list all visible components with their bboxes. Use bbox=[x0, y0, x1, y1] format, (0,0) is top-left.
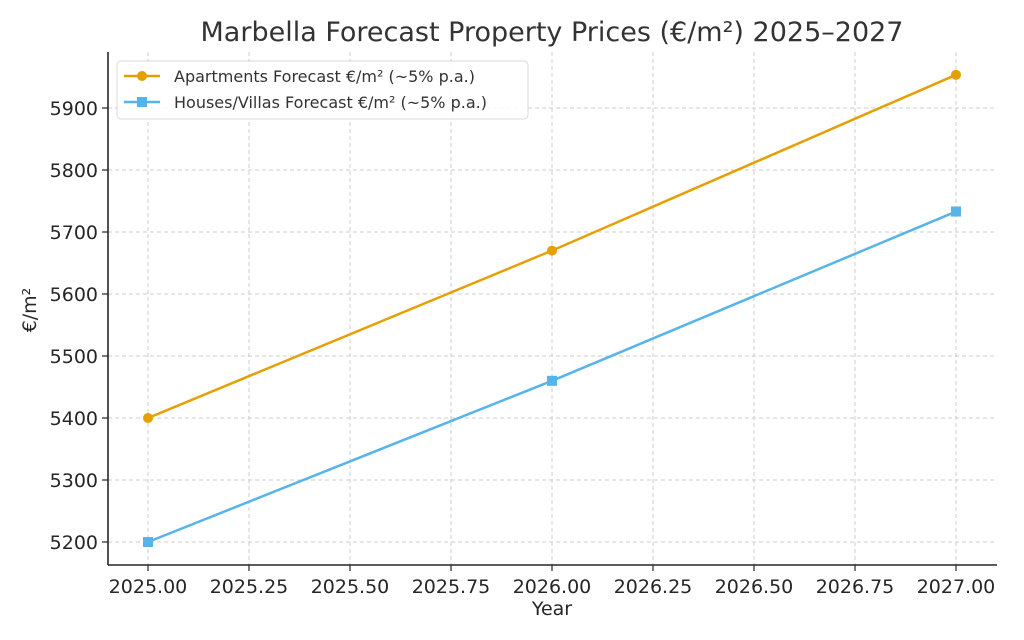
x-tick-label: 2026.25 bbox=[614, 576, 693, 598]
legend-box bbox=[116, 60, 529, 120]
x-tick-label: 2026.75 bbox=[816, 576, 895, 598]
data-point bbox=[143, 413, 153, 423]
chart-title: Marbella Forecast Property Prices (€/m²)… bbox=[201, 17, 904, 48]
axes bbox=[102, 52, 997, 571]
legend-item: Houses/Villas Forecast €/m² (~5% p.a.) bbox=[124, 93, 487, 112]
y-tick-label: 5300 bbox=[50, 470, 98, 492]
x-axis-label: Year bbox=[531, 598, 572, 620]
x-tick-label: 2026.50 bbox=[715, 576, 794, 598]
x-tick-label: 2026.00 bbox=[513, 576, 592, 598]
data-point bbox=[547, 245, 557, 256]
legend-label: Houses/Villas Forecast €/m² (~5% p.a.) bbox=[174, 93, 487, 112]
data-point bbox=[951, 206, 961, 217]
tick-labels: 2025.00 2025.25 2025.50 2025.75 2026.00 2026.… bbox=[50, 98, 996, 598]
y-tick-label: 5600 bbox=[50, 284, 98, 306]
x-tick-label: 2025.50 bbox=[311, 576, 390, 598]
data-point bbox=[143, 537, 153, 547]
y-tick-label: 5800 bbox=[50, 160, 98, 182]
y-tick-label: 5200 bbox=[50, 532, 98, 554]
gridlines bbox=[108, 52, 997, 565]
legend-item: Apartments Forecast €/m² (~5% p.a.) bbox=[124, 67, 475, 86]
y-axis-label: €/m² bbox=[19, 288, 41, 333]
y-tick-label: 5400 bbox=[50, 408, 98, 430]
x-tick-label: 2027.00 bbox=[917, 576, 996, 598]
x-tick-label: 2025.25 bbox=[210, 576, 289, 598]
y-tick-label: 5900 bbox=[50, 98, 98, 120]
x-tick-label: 2025.00 bbox=[109, 576, 188, 598]
data-point bbox=[547, 375, 557, 386]
legend-marker bbox=[137, 71, 147, 81]
legend: Apartments Forecast €/m² (~5% p.a.) House… bbox=[116, 60, 529, 120]
series-layer bbox=[143, 69, 961, 547]
legend-label: Apartments Forecast €/m² (~5% p.a.) bbox=[174, 67, 475, 86]
data-point bbox=[951, 69, 961, 80]
series-houses-villas bbox=[143, 206, 961, 547]
series-apartments bbox=[143, 69, 961, 423]
x-tick-label: 2025.75 bbox=[412, 576, 491, 598]
y-tick-label: 5500 bbox=[50, 346, 98, 368]
legend-marker bbox=[137, 97, 147, 107]
y-tick-label: 5700 bbox=[50, 222, 98, 244]
